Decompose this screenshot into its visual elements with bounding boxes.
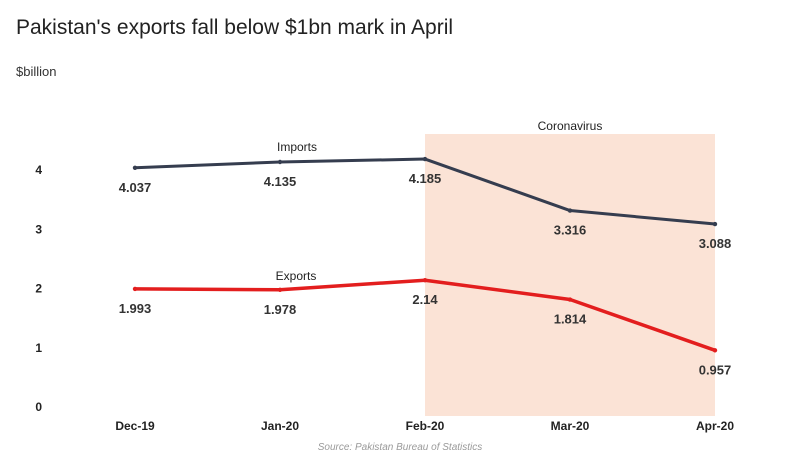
x-tick-label: Jan-20 [261, 419, 299, 433]
imports-point [422, 156, 428, 162]
data-label: 3.088 [699, 236, 732, 251]
x-tick-label: Dec-19 [115, 419, 155, 433]
imports-point [567, 208, 573, 213]
exports-point [277, 287, 283, 293]
exports-point [132, 286, 138, 292]
imports-point [277, 159, 283, 165]
series-lines [132, 156, 718, 353]
data-label: 4.135 [264, 174, 297, 189]
data-label: 4.185 [409, 171, 442, 186]
data-labels: 4.037 4.135 4.185 3.316 3.088 Imports 1.993 1.9… [119, 140, 732, 377]
data-label: 1.993 [119, 301, 152, 316]
exports-point [422, 278, 428, 283]
data-label: 1.978 [264, 302, 297, 317]
data-label: 3.316 [554, 223, 587, 238]
y-tick-label: 3 [35, 222, 42, 236]
y-tick-label: 2 [35, 282, 42, 296]
source-note: Source: Pakistan Bureau of Statistics [317, 442, 483, 453]
exports-series-label: Exports [276, 269, 317, 283]
data-label: 2.14 [412, 292, 438, 307]
data-label: 0.957 [699, 362, 732, 377]
x-axis-ticks: Dec-19 Jan-20 Feb-20 Mar-20 Apr-20 [115, 419, 734, 433]
exports-point [567, 297, 573, 302]
y-tick-label: 1 [35, 341, 42, 355]
coronavirus-label: Coronavirus [538, 119, 603, 133]
y-tick-label: 0 [35, 400, 42, 414]
data-label: 4.037 [119, 180, 152, 195]
y-axis-unit: $billion [16, 64, 57, 79]
x-tick-label: Mar-20 [551, 419, 590, 433]
imports-series-label: Imports [277, 140, 317, 154]
x-tick-label: Apr-20 [696, 419, 734, 433]
imports-point [712, 221, 718, 227]
y-axis-ticks: 0 1 2 3 4 [35, 163, 42, 414]
y-tick-label: 4 [35, 163, 42, 177]
coronavirus-shaded-region [425, 134, 715, 416]
exports-point [712, 348, 718, 353]
imports-point [132, 165, 138, 171]
x-tick-label: Feb-20 [406, 419, 445, 433]
data-label: 1.814 [554, 312, 587, 327]
chart-title: Pakistan's exports fall below $1bn mark … [16, 16, 454, 39]
